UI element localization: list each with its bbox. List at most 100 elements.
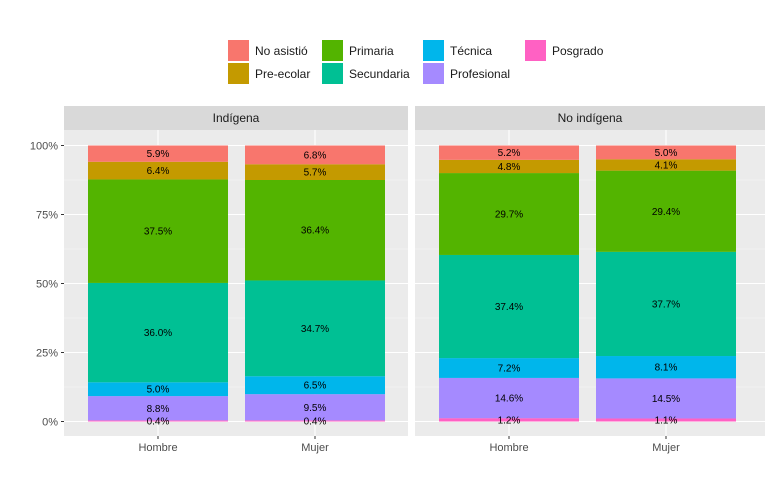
segment-label-preescolar: 4.1%: [655, 160, 678, 171]
bar-hombre: 1.2% 14.6% 7.2% 37.4% 29.7% 4.8% 5.2%: [439, 145, 579, 426]
segment-label-secundaria: 34.7%: [301, 324, 329, 335]
segment-label-primaria: 29.7%: [495, 210, 523, 221]
bar-segment-primaria: [245, 180, 385, 281]
segment-label-profesional: 14.6%: [495, 394, 523, 405]
bar-segment-profesional: [88, 396, 228, 421]
bar-segment-preescolar: [596, 159, 736, 171]
segment-label-tecnica: 5.0%: [147, 385, 170, 396]
legend-item-noasistio: No asistió: [228, 40, 308, 61]
legend-item-posgrado: Posgrado: [525, 40, 604, 61]
segment-label-noasistio: 5.9%: [147, 149, 170, 160]
bar-segment-secundaria: [439, 254, 579, 359]
y-tick-label: 25%: [36, 348, 58, 360]
bar-segment-posgrado: [439, 418, 579, 422]
bar-mujer: 1.1% 14.5% 8.1% 37.7% 29.4% 4.1%5.0%: [596, 145, 736, 426]
y-tick-label: 100%: [30, 141, 58, 153]
bar-segment-tecnica: [596, 356, 736, 379]
legend: No asistió Pre-ecolar Primaria Secundaria Té…: [228, 40, 604, 84]
bar-segment-noasistio: [245, 145, 385, 165]
segment-label-posgrado: 1.2%: [498, 415, 521, 426]
y-tick-label: 0%: [42, 417, 58, 429]
segment-label-secundaria: 37.7%: [652, 299, 680, 310]
legend-item-tecnica: Técnica: [423, 40, 492, 61]
segment-label-noasistio: 5.2%: [498, 148, 521, 159]
legend-label-secundaria: Secundaria: [349, 67, 410, 81]
segment-label-profesional: 8.8%: [147, 404, 170, 415]
bar-segment-tecnica: [245, 376, 385, 395]
legend-swatch-secundaria: [322, 63, 343, 84]
segment-label-primaria: 37.5%: [144, 227, 172, 238]
segment-label-posgrado: 0.4%: [147, 416, 170, 427]
legend-swatch-posgrado: [525, 40, 546, 61]
segment-label-tecnica: 6.5%: [304, 381, 327, 392]
segment-label-primaria: 36.4%: [301, 226, 329, 237]
segment-label-tecnica: 7.2%: [498, 364, 521, 375]
segment-label-preescolar: 5.7%: [304, 168, 327, 179]
segment-label-noasistio: 5.0%: [655, 148, 678, 159]
x-tick-label: Hombre: [138, 442, 177, 454]
bar-segment-primaria: [596, 170, 736, 252]
y-tick-label: 75%: [36, 210, 58, 222]
bar-segment-preescolar: [88, 161, 228, 180]
legend-item-secundaria: Secundaria: [322, 63, 410, 84]
bar-segment-profesional: [245, 394, 385, 421]
x-tick-label: Mujer: [301, 442, 329, 454]
legend-label-posgrado: Posgrado: [552, 44, 604, 58]
legend-swatch-tecnica: [423, 40, 444, 61]
panel-strip: [415, 106, 765, 130]
legend-label-tecnica: Técnica: [450, 44, 492, 58]
bar-segment-secundaria: [245, 280, 385, 377]
segment-label-posgrado: 0.4%: [304, 416, 327, 427]
segment-label-posgrado: 1.1%: [655, 415, 678, 426]
x-tick-label: Hombre: [489, 442, 528, 454]
bar-segment-noasistio: [88, 145, 228, 162]
bar-segment-preescolar: [439, 159, 579, 174]
legend-label-preescolar: Pre-ecolar: [255, 67, 310, 81]
legend-item-primaria: Primaria: [322, 40, 394, 61]
segment-label-secundaria: 36.0%: [144, 328, 172, 339]
panel-strip: [64, 106, 408, 130]
segment-label-profesional: 9.5%: [304, 403, 327, 414]
legend-item-preescolar: Pre-ecolar: [228, 63, 310, 84]
bar-segment-profesional: [596, 378, 736, 419]
legend-label-profesional: Profesional: [450, 67, 510, 81]
segment-label-tecnica: 8.1%: [655, 363, 678, 374]
legend-label-primaria: Primaria: [349, 44, 394, 58]
bar-segment-secundaria: [596, 251, 736, 357]
panel-0: Indígena0.4%8.8%5.0%36.0%37.5%6.4%5.9%Ho…: [64, 106, 408, 454]
bar-segment-posgrado: [88, 420, 228, 422]
bar-segment-tecnica: [439, 358, 579, 378]
segment-label-preescolar: 6.4%: [147, 166, 170, 177]
bar-segment-noasistio: [596, 145, 736, 160]
bar-segment-profesional: [439, 377, 579, 419]
legend-swatch-profesional: [423, 63, 444, 84]
bar-segment-primaria: [88, 179, 228, 283]
legend-swatch-primaria: [322, 40, 343, 61]
bar-segment-preescolar: [245, 164, 385, 180]
legend-swatch-preescolar: [228, 63, 249, 84]
x-tick-label: Mujer: [652, 442, 680, 454]
chart-panels: Indígena0.4%8.8%5.0%36.0%37.5%6.4%5.9%Ho…: [64, 106, 765, 454]
bar-segment-noasistio: [439, 145, 579, 160]
segment-label-secundaria: 37.4%: [495, 302, 523, 313]
bar-segment-secundaria: [88, 282, 228, 383]
y-axis: 0% 25% 50% 75% 100%: [30, 141, 64, 429]
segment-label-profesional: 14.5%: [652, 394, 680, 405]
legend-label-noasistio: No asistió: [255, 44, 308, 58]
panel-title: No indígena: [558, 111, 623, 125]
y-tick-label: 50%: [36, 279, 58, 291]
panel-title: Indígena: [213, 111, 260, 125]
legend-swatch-noasistio: [228, 40, 249, 61]
segment-label-primaria: 29.4%: [652, 207, 680, 218]
segment-label-noasistio: 6.8%: [304, 150, 327, 161]
bar-segment-posgrado: [596, 418, 736, 422]
bar-segment-posgrado: [245, 420, 385, 422]
bar-segment-primaria: [439, 173, 579, 255]
bar-mujer: 0.4% 9.5% 6.5% 34.7% 36.4% 5.7% 6.8%: [245, 145, 385, 427]
bar-hombre: 0.4%8.8% 5.0% 36.0% 37.5% 6.4% 5.9%: [88, 145, 228, 427]
legend-item-profesional: Profesional: [423, 63, 510, 84]
panel-1: No indígena 1.2% 14.6% 7.2% 37.4% 29.7% 4.8% 5.…: [415, 106, 765, 454]
segment-label-preescolar: 4.8%: [498, 162, 521, 173]
bar-segment-tecnica: [88, 382, 228, 397]
